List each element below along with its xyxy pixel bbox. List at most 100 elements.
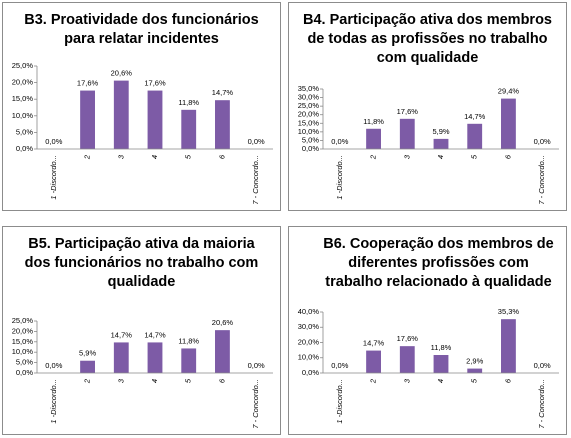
value-label: 0,0% xyxy=(331,361,348,370)
x-tick-label: 2 xyxy=(83,378,92,384)
value-label: 5,9% xyxy=(432,127,449,136)
x-tick-label: 2 xyxy=(369,378,378,384)
y-tick-label: 10,0% xyxy=(298,353,320,362)
value-label: 2,9% xyxy=(466,357,483,366)
x-tick-label: 6 xyxy=(217,154,226,159)
value-label: 35,3% xyxy=(498,307,520,316)
y-tick-label: 20,0% xyxy=(12,326,34,335)
x-tick-label: 1 -Discordo... xyxy=(335,379,344,424)
x-tick-label: 3 xyxy=(402,378,411,383)
x-tick-label: 5 xyxy=(184,378,193,383)
y-tick-label: 10,0% xyxy=(12,111,34,120)
bar xyxy=(467,368,483,373)
x-tick-label: 5 xyxy=(470,378,479,383)
value-label: 14,7% xyxy=(363,339,385,348)
y-tick-label: 25,0% xyxy=(298,101,320,110)
y-tick-label: 15,0% xyxy=(298,118,320,127)
y-tick-label: 25,0% xyxy=(12,61,34,70)
x-tick-label: 7 - Concordo... xyxy=(251,155,260,205)
y-tick-label: 30,0% xyxy=(298,93,320,102)
value-label: 11,8% xyxy=(178,98,199,107)
value-label: 20,6% xyxy=(111,69,133,78)
x-tick-label: 2 xyxy=(369,154,378,160)
y-tick-label: 25,0% xyxy=(12,316,34,325)
bar xyxy=(501,98,516,149)
x-tick-label: 4 xyxy=(150,379,159,383)
x-tick-label: 7 - Concordo... xyxy=(537,155,546,205)
value-label: 14,7% xyxy=(111,330,133,339)
chart-title: B5. Participação ativa da maioria dos fu… xyxy=(24,236,259,290)
y-tick-label: 0,0% xyxy=(16,368,33,377)
chart: 0,0%5,0%10,0%15,0%20,0%25,0%30,0%35,0%0,… xyxy=(298,84,559,205)
value-label: 0,0% xyxy=(331,137,348,146)
x-tick-label: 7 - Concordo... xyxy=(537,379,546,429)
x-tick-label: 6 xyxy=(503,378,512,383)
chart: 0,0% 5,0% 10,0% 15,0% 20,0% 25,0% 0,0% 1 -Disco… xyxy=(12,61,273,205)
value-label: 17,6% xyxy=(144,79,166,88)
value-label: 5,9% xyxy=(79,349,96,358)
y-tick-label: 5,0% xyxy=(302,135,319,144)
bar xyxy=(80,90,95,149)
value-label: 0,0% xyxy=(534,361,551,370)
value-label: 0,0% xyxy=(248,137,265,146)
value-label: 14,7% xyxy=(464,112,486,121)
bar xyxy=(399,118,415,149)
x-tick-label: 2 xyxy=(83,154,92,160)
y-tick-label: 5,0% xyxy=(16,358,33,367)
y-tick-label: 0,0% xyxy=(16,144,33,153)
x-tick-label: 1 -Discordo... xyxy=(49,379,58,424)
x-tick-label: 4 xyxy=(436,155,445,159)
chart-title: B3. Proatividade dos funcionários para r… xyxy=(24,12,259,47)
chart-title: B4. Participação ativa dos membros de to… xyxy=(302,12,552,66)
value-label: 20,6% xyxy=(212,318,234,327)
bar xyxy=(501,319,516,373)
y-tick-label: 0,0% xyxy=(302,144,319,153)
y-tick-label: 20,0% xyxy=(12,78,34,87)
value-label: 17,6% xyxy=(397,107,419,116)
bar xyxy=(147,342,163,373)
y-tick-label: 5,0% xyxy=(16,127,33,136)
x-tick-label: 1 -Discordo... xyxy=(335,155,344,200)
x-tick-label: 6 xyxy=(503,154,512,159)
y-tick-label: 30,0% xyxy=(298,322,320,331)
x-tick-label: 6 xyxy=(217,378,226,383)
bar xyxy=(366,128,381,149)
x-tick-label: 5 xyxy=(184,154,193,159)
y-tick-label: 15,0% xyxy=(12,94,34,103)
value-label: 11,8% xyxy=(178,336,199,345)
chart-panel: 0,0% 5,0% 10,0% 15,0% 20,0% 25,0% 0,0% 1 -Disco… xyxy=(2,2,281,211)
value-label: 17,6% xyxy=(397,334,419,343)
y-tick-label: 20,0% xyxy=(298,110,320,119)
x-tick-label: 5 xyxy=(470,154,479,159)
chart: 0,0%5,0%10,0%15,0%20,0%25,0%0,0%1 -Disco… xyxy=(12,316,273,429)
chart: 0,0%10,0%20,0%30,0%40,0%0,0%1 -Discordo.… xyxy=(298,307,559,429)
bar xyxy=(181,109,197,149)
y-tick-label: 15,0% xyxy=(12,337,34,346)
bar xyxy=(366,350,381,373)
x-tick-label: 3 xyxy=(402,154,411,159)
y-tick-label: 10,0% xyxy=(298,127,320,136)
y-tick-label: 10,0% xyxy=(12,347,34,356)
value-label: 0,0% xyxy=(45,361,62,370)
value-label: 0,0% xyxy=(248,361,265,370)
y-tick-label: 20,0% xyxy=(298,337,320,346)
chart-panel: 0,0% 10,0% 20,0% 30,0% 40,0% 0,0% 1 -Discordo.… xyxy=(288,226,567,435)
value-label: 17,6% xyxy=(77,79,99,88)
x-tick-label: 4 xyxy=(150,155,159,159)
chart-title: B6. Cooperação dos membros de diferentes… xyxy=(323,236,554,290)
value-label: 0,0% xyxy=(534,137,551,146)
chart-panel: 0,0% 5,0% 10,0% 15,0% 20,0% 25,0% 0,0% 1 -Disco… xyxy=(2,226,281,435)
value-label: 29,4% xyxy=(498,87,520,96)
bar xyxy=(113,342,129,373)
x-tick-label: 4 xyxy=(436,379,445,383)
bar xyxy=(80,360,95,373)
value-label: 14,7% xyxy=(144,330,166,339)
x-tick-label: 1 -Discordo... xyxy=(49,155,58,200)
bar xyxy=(181,348,197,373)
bar xyxy=(399,346,415,373)
x-tick-label: 7 - Concordo... xyxy=(251,379,260,429)
value-label: 14,7% xyxy=(212,88,234,97)
value-label: 11,8% xyxy=(363,117,384,126)
bar xyxy=(433,355,449,373)
